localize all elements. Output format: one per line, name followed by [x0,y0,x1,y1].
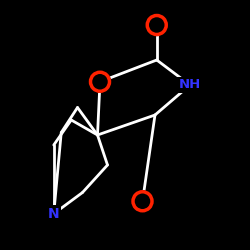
Circle shape [90,71,110,92]
Circle shape [146,14,167,36]
Circle shape [132,191,153,212]
Text: N: N [48,207,60,221]
Text: NH: NH [179,78,201,92]
